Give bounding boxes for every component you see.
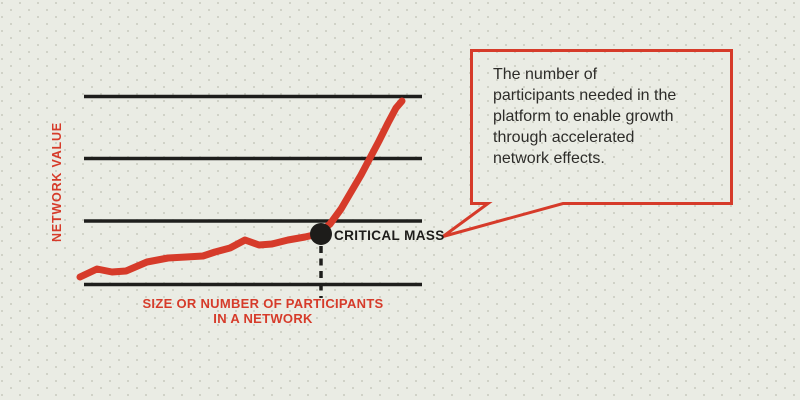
callout-text-line5: network effects. bbox=[493, 150, 605, 167]
critical-mass-point-marker bbox=[310, 223, 332, 245]
callout-text-line2: participants needed in the bbox=[493, 87, 677, 104]
callout-text-line1: The number of bbox=[493, 66, 598, 83]
x-axis-label: SIZE OR NUMBER OF PARTICIPANTS IN A NETW… bbox=[113, 296, 413, 326]
x-axis-label-line1: SIZE OR NUMBER OF PARTICIPANTS bbox=[142, 296, 384, 311]
x-axis-label-line2: IN A NETWORK bbox=[213, 311, 313, 326]
y-axis-label: NETWORK VALUE bbox=[50, 122, 64, 242]
network-value-curve bbox=[76, 97, 406, 281]
callout-text-line3: platform to enable growth bbox=[493, 108, 674, 125]
callout-text-line4: through accelerated bbox=[493, 129, 635, 146]
callout-bubble-outline bbox=[442, 49, 733, 238]
critical-mass-label: CRITICAL MASS bbox=[334, 228, 445, 243]
callout-text: The number of participants needed in the… bbox=[493, 64, 723, 169]
gridlines bbox=[84, 94, 422, 287]
